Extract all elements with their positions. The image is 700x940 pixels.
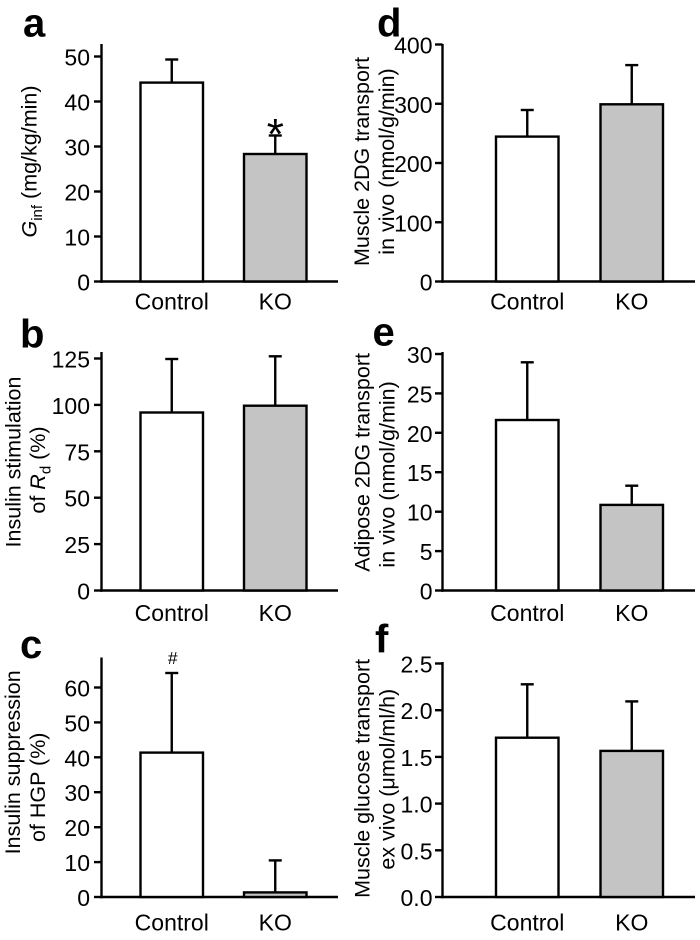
svg-text:10: 10 [64,850,90,876]
svg-text:Muscle 2DG transport: Muscle 2DG transport [350,57,374,266]
svg-text:b: b [20,313,44,357]
svg-text:5: 5 [420,539,433,565]
svg-text:#: # [168,648,178,668]
svg-text:0.0: 0.0 [401,885,433,911]
svg-text:ex vivo (μmol/ml/h): ex vivo (μmol/ml/h) [376,689,400,870]
svg-text:Ginf (mg/kg/min): Ginf (mg/kg/min) [18,85,47,237]
svg-text:40: 40 [64,745,90,771]
svg-text:Control: Control [135,910,209,936]
svg-text:30: 30 [64,780,90,806]
svg-text:20: 20 [64,815,90,841]
svg-text:10: 10 [407,500,433,526]
svg-text:KO: KO [615,289,648,315]
svg-text:in vivo (nmol/g/min): in vivo (nmol/g/min) [376,381,400,567]
svg-text:KO: KO [259,910,292,936]
svg-text:25: 25 [64,532,90,558]
svg-text:0.5: 0.5 [401,838,433,864]
svg-text:c: c [20,623,42,667]
svg-text:0: 0 [420,270,433,296]
svg-text:0: 0 [77,885,90,911]
svg-text:Control: Control [490,289,564,315]
svg-text:Control: Control [490,600,564,626]
svg-text:Adipose 2DG transport: Adipose 2DG transport [351,353,375,572]
svg-text:in vivo (nmol/g/min): in vivo (nmol/g/min) [375,68,399,254]
svg-text:2.0: 2.0 [401,698,433,724]
svg-text:0: 0 [77,579,90,605]
svg-text:KO: KO [615,910,648,936]
svg-text:30: 30 [407,342,433,368]
svg-text:d: d [377,2,401,46]
svg-text:f: f [375,618,389,662]
svg-text:0: 0 [420,579,433,605]
svg-text:0: 0 [77,270,90,296]
svg-text:*: * [267,110,284,159]
svg-text:50: 50 [64,710,90,736]
svg-text:KO: KO [259,600,292,626]
svg-text:75: 75 [64,439,90,465]
svg-text:of HGP (%): of HGP (%) [26,733,50,843]
svg-text:Control: Control [490,910,564,936]
svg-text:KO: KO [615,600,648,626]
svg-text:25: 25 [407,381,433,407]
svg-text:40: 40 [64,90,90,116]
svg-text:100: 100 [52,393,90,419]
svg-text:Control: Control [135,289,209,315]
svg-text:e: e [373,311,395,355]
svg-text:1.0: 1.0 [401,792,433,818]
svg-text:10: 10 [64,225,90,251]
svg-text:20: 20 [64,180,90,206]
svg-text:60: 60 [64,676,90,702]
svg-text:Muscle glucose transport: Muscle glucose transport [351,659,375,898]
svg-text:50: 50 [64,45,90,71]
svg-text:2.5: 2.5 [401,652,433,678]
svg-text:20: 20 [407,421,433,447]
svg-text:400: 400 [394,33,432,59]
svg-text:1.5: 1.5 [401,745,433,771]
svg-text:Insulin suppression: Insulin suppression [1,670,25,854]
svg-text:Insulin stimulation: Insulin stimulation [2,377,26,548]
svg-text:50: 50 [64,486,90,512]
svg-text:a: a [23,2,46,46]
svg-text:125: 125 [52,347,90,373]
svg-text:KO: KO [259,289,292,315]
svg-text:Control: Control [135,600,209,626]
svg-text:300: 300 [394,92,432,118]
svg-text:100: 100 [394,210,432,236]
svg-text:30: 30 [64,135,90,161]
svg-text:15: 15 [407,460,433,486]
svg-text:200: 200 [394,151,432,177]
